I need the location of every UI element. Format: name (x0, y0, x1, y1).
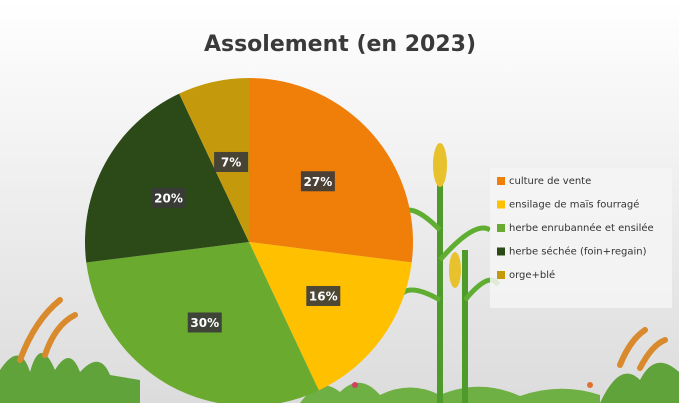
legend-label: culture de vente (509, 176, 591, 187)
legend-label: herbe séchée (foin+regain) (509, 246, 647, 258)
legend-swatch (497, 271, 505, 279)
legend-swatch (497, 177, 505, 185)
legend-label: ensilage de maïs fourragé (509, 199, 639, 211)
chart: Assolement (en 2023) 27% 16% 30% 20% 7% cultu… (0, 0, 679, 403)
legend-swatch (497, 248, 505, 256)
chart-title: Assolement (en 2023) (204, 32, 476, 57)
legend-label: herbe enrubannée et ensilée (509, 222, 654, 234)
data-label: 16% (309, 289, 338, 303)
legend-label: orge+blé (509, 269, 555, 281)
legend-box (490, 168, 672, 308)
legend-swatch (497, 201, 505, 209)
legend-swatch (497, 224, 505, 232)
data-label: 27% (304, 175, 333, 189)
data-label: 20% (154, 191, 183, 205)
data-label: 30% (190, 316, 219, 330)
data-label: 7% (221, 155, 241, 169)
